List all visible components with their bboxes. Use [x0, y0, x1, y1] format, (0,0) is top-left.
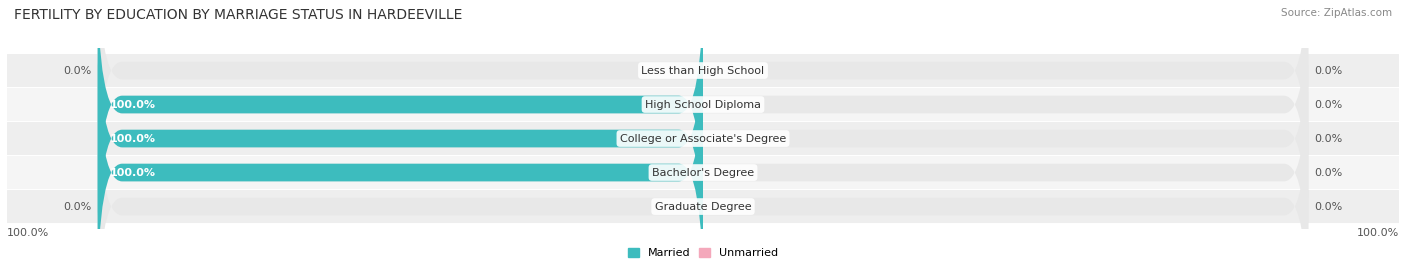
- Text: Bachelor's Degree: Bachelor's Degree: [652, 168, 754, 178]
- FancyBboxPatch shape: [98, 0, 703, 232]
- Text: 0.0%: 0.0%: [1315, 168, 1343, 178]
- Text: 100.0%: 100.0%: [110, 133, 156, 144]
- FancyBboxPatch shape: [98, 0, 1308, 232]
- FancyBboxPatch shape: [7, 88, 1399, 121]
- FancyBboxPatch shape: [98, 45, 1308, 269]
- FancyBboxPatch shape: [98, 11, 1308, 266]
- FancyBboxPatch shape: [7, 122, 1399, 155]
- Text: 0.0%: 0.0%: [1315, 66, 1343, 76]
- Text: College or Associate's Degree: College or Associate's Degree: [620, 133, 786, 144]
- Text: FERTILITY BY EDUCATION BY MARRIAGE STATUS IN HARDEEVILLE: FERTILITY BY EDUCATION BY MARRIAGE STATU…: [14, 8, 463, 22]
- Text: Source: ZipAtlas.com: Source: ZipAtlas.com: [1281, 8, 1392, 18]
- FancyBboxPatch shape: [7, 190, 1399, 223]
- Text: 0.0%: 0.0%: [63, 66, 91, 76]
- FancyBboxPatch shape: [98, 11, 703, 266]
- Text: 100.0%: 100.0%: [7, 228, 49, 238]
- FancyBboxPatch shape: [98, 79, 1308, 269]
- FancyBboxPatch shape: [98, 0, 1308, 198]
- Text: Less than High School: Less than High School: [641, 66, 765, 76]
- FancyBboxPatch shape: [98, 45, 703, 269]
- Text: 0.0%: 0.0%: [1315, 201, 1343, 211]
- Text: 100.0%: 100.0%: [110, 100, 156, 109]
- FancyBboxPatch shape: [7, 54, 1399, 87]
- FancyBboxPatch shape: [7, 156, 1399, 189]
- Text: 0.0%: 0.0%: [63, 201, 91, 211]
- Text: 0.0%: 0.0%: [1315, 100, 1343, 109]
- Text: High School Diploma: High School Diploma: [645, 100, 761, 109]
- Legend: Married, Unmarried: Married, Unmarried: [623, 244, 783, 263]
- Text: 100.0%: 100.0%: [110, 168, 156, 178]
- Text: 0.0%: 0.0%: [1315, 133, 1343, 144]
- Text: Graduate Degree: Graduate Degree: [655, 201, 751, 211]
- Text: 100.0%: 100.0%: [1357, 228, 1399, 238]
